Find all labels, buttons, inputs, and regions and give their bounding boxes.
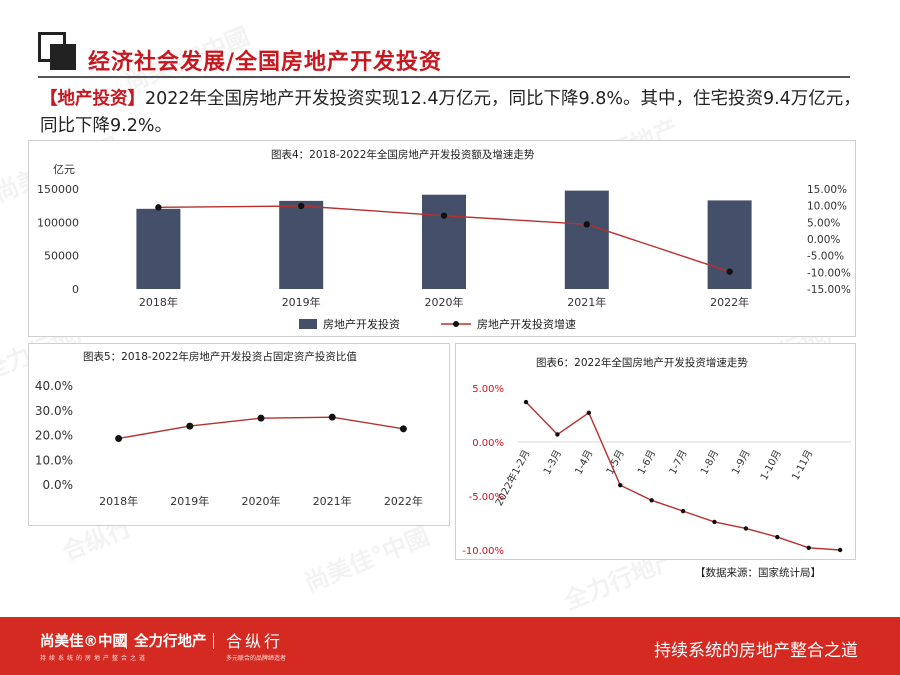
page-title: 经济社会发展/全国房地产开发投资 xyxy=(88,50,443,75)
chart5-ytick-label: 20.0% xyxy=(35,429,73,443)
chart4-y2tick-label: -5.00% xyxy=(807,251,844,263)
chart4-panel: 图表4：2018-2022年全国房地产开发投资额及增速走势 亿元 0 50000 10… xyxy=(28,140,856,337)
footer-brand-hezongxing-tagline: 多元联合的品牌缔造者 xyxy=(226,655,287,662)
footer-brand-divider xyxy=(126,633,127,649)
chart4-xtick-label: 2018年 xyxy=(139,295,178,309)
chart4-y2tick-label: 15.00% xyxy=(807,184,847,196)
chart4-title: 图表4：2018-2022年全国房地产开发投资额及增速走势 xyxy=(271,149,535,161)
chart5-xtick-label: 2018年 xyxy=(99,494,138,508)
chart4-y2tick-label: 10.00% xyxy=(807,201,847,213)
chart6-xtick-label: 1-6月 xyxy=(635,448,658,477)
chart6-point xyxy=(743,526,749,531)
chart6-xtick-label: 1-4月 xyxy=(573,448,596,477)
chart6-xtick-label: 1-9月 xyxy=(730,448,753,477)
chart5-title: 图表5：2018-2022年房地产开发投资占固定资产投资比值 xyxy=(83,351,357,363)
chart5-ytick-label: 30.0% xyxy=(35,404,73,418)
chart6-xtick-label: 1-10月 xyxy=(758,448,784,483)
chart4-legend-bar-swatch xyxy=(299,319,317,329)
chart4-bar xyxy=(422,194,466,289)
chart5-svg: 0.0% 10.0% 20.0% 30.0% 40.0% 2018年 2019年 2020年 2… xyxy=(35,379,423,508)
chart5-point xyxy=(186,422,194,430)
chart4-ylabel: 亿元 xyxy=(53,163,75,176)
chart6-panel: 图表6：2022年全国房地产开发投资增速走势 5.00% 0.00% -5.00% -… xyxy=(455,343,856,560)
chart5-ytick-label: 0.0% xyxy=(43,478,74,492)
chart6-point xyxy=(586,410,592,416)
chart6-xtick-label: 1-7月 xyxy=(667,448,690,477)
chart5-xtick-label: 2019年 xyxy=(170,494,209,508)
chart6-point xyxy=(618,483,623,488)
footer-brand-shangmeijia: 尚美佳®中國 xyxy=(40,634,127,650)
chart4-bar xyxy=(707,200,752,289)
chart4-growth-point xyxy=(155,204,162,211)
footer-bar: 尚美佳®中國 持续系统的房地产整合之道 全力行地产 合纵行 多元联合的品牌缔造者… xyxy=(0,617,900,675)
chart4-xtick-label: 2019年 xyxy=(282,295,321,309)
chart6-svg: 5.00% 0.00% -5.00% -10.00% 2022年1-2月 1-3月 1-4月… xyxy=(462,384,851,557)
chart5-point xyxy=(399,425,407,433)
chart6-ytick-label: 5.00% xyxy=(472,384,504,395)
chart6-point xyxy=(775,534,780,540)
chart4-bar xyxy=(136,208,181,289)
intro-paragraph: 【地产投资】2022年全国房地产开发投资实现12.4万亿元，同比下降9.8%。其… xyxy=(40,86,870,140)
chart4-y2tick-label: 0.00% xyxy=(807,234,840,246)
chart6-xtick-label: 1-11月 xyxy=(789,448,815,483)
chart6-point xyxy=(712,519,717,525)
chart4-y2tick-label: 5.00% xyxy=(807,217,840,229)
chart4-ytick-label: 0 xyxy=(72,283,79,296)
chart6-ytick-label: 0.00% xyxy=(472,438,504,449)
chart5-xtick-label: 2022年 xyxy=(384,494,423,508)
source-note: 【数据来源：国家统计局】 xyxy=(695,567,821,579)
chart5-point xyxy=(257,414,265,422)
footer-slogan: 持续系统的房地产整合之道 xyxy=(654,641,858,661)
watermark-text: 尚美佳°中國 xyxy=(300,522,434,598)
chart6-point xyxy=(649,498,654,503)
chart4-y2tick-label: -10.00% xyxy=(807,267,851,279)
chart4-xtick-label: 2022年 xyxy=(710,295,749,309)
header-square-filled-icon xyxy=(50,44,76,70)
chart6-ytick-label: -5.00% xyxy=(469,492,504,503)
chart5-ytick-label: 40.0% xyxy=(35,379,73,393)
chart4-growth-point xyxy=(440,212,448,219)
chart6-xtick-label: 2022年1-2月 xyxy=(492,447,532,508)
chart6-xtick-label: 1-3月 xyxy=(541,448,564,477)
chart4-legend-line-label: 房地产开发投资增速 xyxy=(477,317,576,331)
chart5-xtick-label: 2021年 xyxy=(313,494,352,508)
chart5-panel: 图表5：2018-2022年房地产开发投资占固定资产投资比值 0.0% 10.0%… xyxy=(28,343,450,526)
chart6-ytick-label: -10.00% xyxy=(462,546,504,557)
footer-brand-hezongxing: 合纵行 xyxy=(226,632,284,651)
chart6-xtick-label: 1-8月 xyxy=(698,448,721,477)
chart4-growth-point xyxy=(583,221,590,228)
chart4-ytick-label: 50000 xyxy=(44,250,79,263)
chart4-xtick-label: 2020年 xyxy=(425,295,464,309)
chart4-xtick-label: 2021年 xyxy=(567,295,606,309)
chart4-legend-bar-label: 房地产开发投资 xyxy=(323,317,400,331)
chart6-point xyxy=(680,508,686,514)
chart4-legend-line-marker xyxy=(453,321,459,327)
footer-brand-quanlixing: 全力行地产 xyxy=(134,634,207,650)
chart4-svg: 亿元 0 50000 100000 150000 15.00% 10.00% 5.00% 0.0… xyxy=(37,163,851,331)
footer-brand-shangmeijia-tagline: 持续系统的房地产整合之道 xyxy=(40,655,149,662)
chart4-bar xyxy=(279,200,324,289)
chart4-growth-point xyxy=(298,202,305,210)
chart4-ytick-label: 100000 xyxy=(37,216,79,229)
chart5-ytick-label: 10.0% xyxy=(35,453,73,467)
chart6-point xyxy=(837,547,843,553)
chart4-growth-point xyxy=(726,268,733,275)
chart5-xtick-label: 2020年 xyxy=(242,494,281,508)
intro-text: 2022年全国房地产开发投资实现12.4万亿元，同比下降9.8%。其中，住宅投资… xyxy=(40,89,861,136)
chart6-title: 图表6：2022年全国房地产开发投资增速走势 xyxy=(536,357,748,369)
chart5-point xyxy=(115,434,123,442)
chart6-point xyxy=(555,432,560,437)
chart5-point xyxy=(328,413,336,421)
chart4-y2tick-label: -15.00% xyxy=(807,284,851,296)
footer-brand-divider-2 xyxy=(213,633,214,649)
chart6-point xyxy=(523,399,529,405)
chart4-bar xyxy=(564,190,609,289)
intro-tag: 【地产投资】 xyxy=(40,89,145,109)
chart4-ytick-label: 150000 xyxy=(37,183,79,196)
header-divider xyxy=(38,76,850,78)
chart6-point xyxy=(806,545,811,551)
